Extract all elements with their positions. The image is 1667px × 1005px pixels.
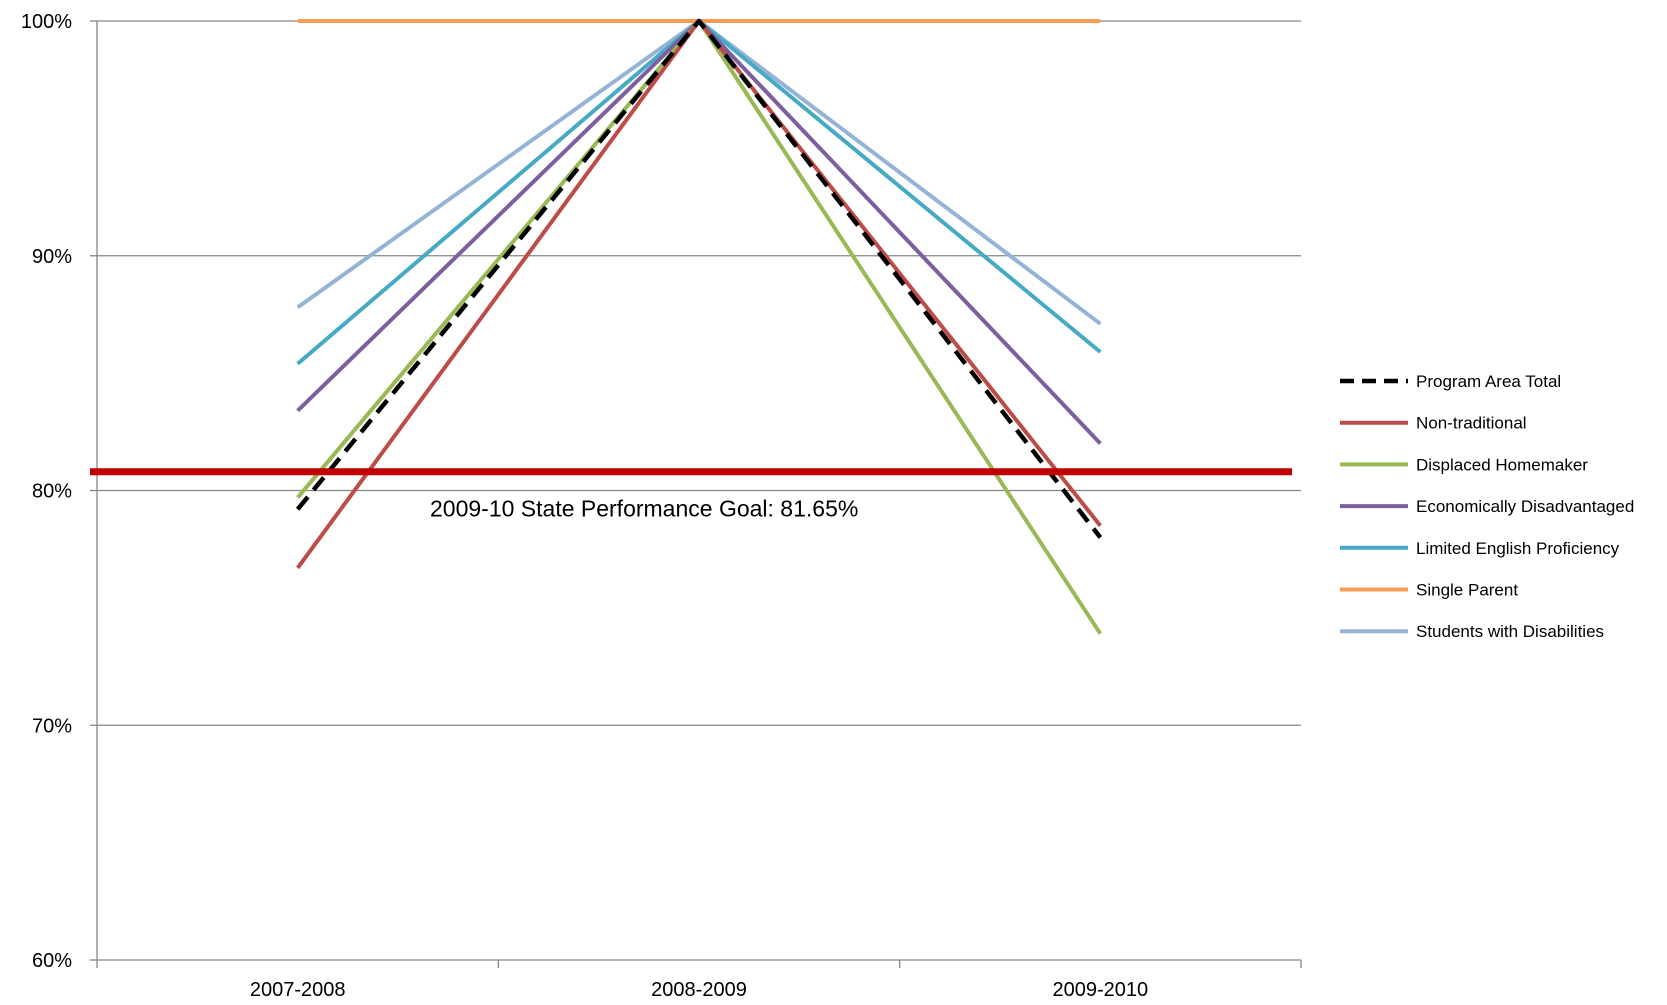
goal-label: 2009-10 State Performance Goal: 81.65% [430, 496, 858, 522]
legend-item-non-traditional: Non-traditional [1340, 414, 1527, 433]
y-tick-label: 100% [21, 11, 72, 33]
legend-label: Single Parent [1416, 581, 1518, 600]
y-tick-label: 90% [32, 246, 72, 268]
y-axis-tick-labels: 60% 70% 80% 90% 100% [21, 11, 72, 972]
legend-label: Limited English Proficiency [1416, 539, 1620, 558]
legend-item-single-parent: Single Parent [1340, 581, 1518, 600]
x-tick-label: 2008-2009 [651, 979, 747, 1001]
series-line-displaced-homemaker [296, 19, 1103, 635]
y-tick-label: 70% [32, 715, 72, 737]
x-axis-tick-labels: 2007-2008 2008-2009 2009-2010 [250, 979, 1148, 1001]
y-tick-label: 60% [32, 950, 72, 972]
series-line-program-area-total [295, 18, 1103, 539]
series-lines [295, 18, 1103, 635]
x-tick-label: 2009-2010 [1053, 979, 1149, 1001]
axes [96, 21, 1302, 968]
legend-item-economically-disadvantaged: Economically Disadvantaged [1340, 497, 1634, 516]
legend: Program Area Total Non-traditional Displac… [1340, 372, 1634, 641]
legend-item-limited-english-proficiency: Limited English Proficiency [1340, 539, 1620, 558]
legend-label: Program Area Total [1416, 372, 1561, 391]
legend-item-displaced-homemaker: Displaced Homemaker [1340, 455, 1588, 474]
legend-item-students-with-disabilities: Students with Disabilities [1340, 622, 1604, 641]
legend-label: Displaced Homemaker [1416, 455, 1588, 474]
y-tick-label: 80% [32, 481, 72, 503]
gridlines [90, 20, 1301, 961]
legend-label: Non-traditional [1416, 414, 1527, 433]
series-line-limited-english-proficiency [296, 19, 1102, 366]
legend-item-program-area-total: Program Area Total [1340, 372, 1561, 391]
legend-label: Students with Disabilities [1416, 622, 1604, 641]
series-line-students-with-disabilities [296, 19, 1102, 326]
legend-label: Economically Disadvantaged [1416, 497, 1634, 516]
x-tick-label: 2007-2008 [250, 979, 346, 1001]
goal-group: 2009-10 State Performance Goal: 81.65% [90, 468, 1292, 522]
